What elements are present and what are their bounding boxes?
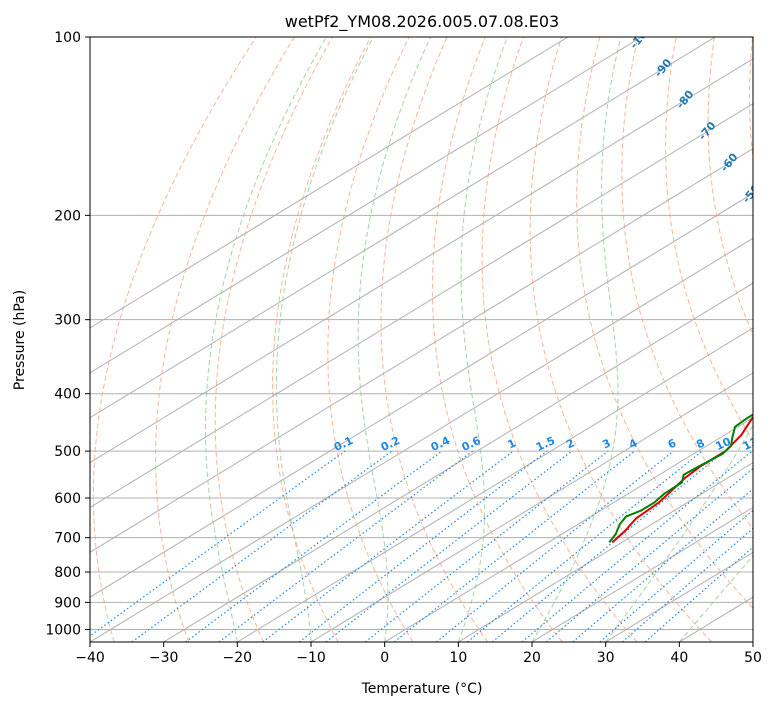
dry-adiabat — [621, 37, 753, 530]
mixing-ratio-line — [218, 450, 474, 642]
isotherm — [90, 237, 753, 642]
moist-adiabats — [205, 37, 753, 642]
mixing-ratio-line — [325, 450, 573, 642]
x-tick-label: 40 — [670, 650, 688, 666]
dry-adiabat — [92, 37, 257, 642]
y-axis-title: Pressure (hPa) — [12, 290, 28, 390]
dry-adiabat — [155, 37, 295, 642]
x-tick-label: 50 — [744, 650, 762, 666]
dry-adiabat — [214, 37, 333, 642]
moist-adiabat — [457, 37, 508, 642]
isotherm — [90, 37, 569, 329]
mixing-ratio-line — [545, 467, 753, 642]
y-tick-label: 500 — [54, 444, 81, 460]
dewpoint-trace — [608, 413, 753, 544]
y-tick-label: 1000 — [45, 622, 81, 638]
y-tick-label: 300 — [54, 313, 81, 329]
mixing-ratio-line — [521, 450, 753, 642]
mixing-ratio-line — [491, 450, 726, 642]
plot-area: 0.10.20.40.611.52346810131620253036 -100… — [90, 37, 760, 642]
moist-adiabat — [531, 37, 622, 642]
moist-adiabat — [205, 37, 327, 642]
isotherm — [310, 372, 753, 642]
mixing-ratio-label: 13 — [741, 435, 760, 453]
x-axis-title: Temperature (°C) — [361, 681, 483, 697]
temperature-trace — [611, 415, 753, 544]
dry-adiabat — [481, 37, 638, 642]
y-tick-label: 100 — [54, 30, 81, 46]
moist-adiabat — [357, 37, 432, 642]
x-axis: −40 −30 −20 −10 0 10 20 30 40 50 — [75, 642, 762, 666]
mixing-ratio-line — [572, 488, 753, 642]
moist-adiabat — [605, 424, 753, 642]
isotherm — [90, 37, 716, 419]
mixing-ratio-line — [131, 450, 393, 642]
y-tick-label: 200 — [54, 208, 81, 224]
mixing-ratio-line — [90, 450, 346, 637]
x-tick-label: −20 — [223, 650, 253, 666]
isotherm — [90, 103, 753, 509]
isotherm — [458, 461, 753, 642]
y-tick-label: 400 — [54, 387, 81, 403]
y-axis: 100 200 300 400 500 600 700 800 900 1000 — [45, 30, 90, 638]
y-tick-label: 600 — [54, 491, 81, 507]
y-tick-label: 700 — [54, 531, 81, 547]
x-tick-label: −40 — [75, 650, 105, 666]
dry-adiabat — [272, 37, 372, 642]
mixing-ratio-line — [262, 450, 514, 642]
isotherm — [163, 282, 753, 642]
isotherm — [237, 327, 753, 642]
x-tick-label: 20 — [523, 650, 541, 666]
isotherm — [90, 58, 753, 464]
isotherm — [90, 37, 642, 374]
sounding-traces — [608, 413, 753, 544]
isotherm — [531, 506, 753, 642]
isotherm — [90, 192, 753, 598]
mixing-ratio-line — [467, 450, 703, 642]
x-tick-label: −10 — [296, 650, 326, 666]
mixing-ratio-line — [393, 450, 635, 642]
chart-title: wetPf2_YM08.2026.005.07.08.E03 — [285, 12, 559, 32]
dry-adiabat — [431, 37, 563, 642]
dry-adiabat — [380, 37, 489, 642]
y-tick-label: 900 — [54, 595, 81, 611]
dry-adiabat — [576, 37, 753, 609]
isotherms — [90, 37, 753, 642]
y-tick-label: 800 — [54, 565, 81, 581]
mixing-ratio-line — [436, 450, 674, 642]
isotherm — [384, 417, 753, 642]
x-tick-label: 0 — [380, 650, 389, 666]
x-tick-label: −30 — [149, 650, 179, 666]
x-tick-label: 30 — [597, 650, 615, 666]
x-tick-label: 10 — [449, 650, 467, 666]
isobar-grid — [90, 37, 753, 630]
plot-frame — [89, 36, 754, 643]
isotherm — [90, 147, 753, 553]
